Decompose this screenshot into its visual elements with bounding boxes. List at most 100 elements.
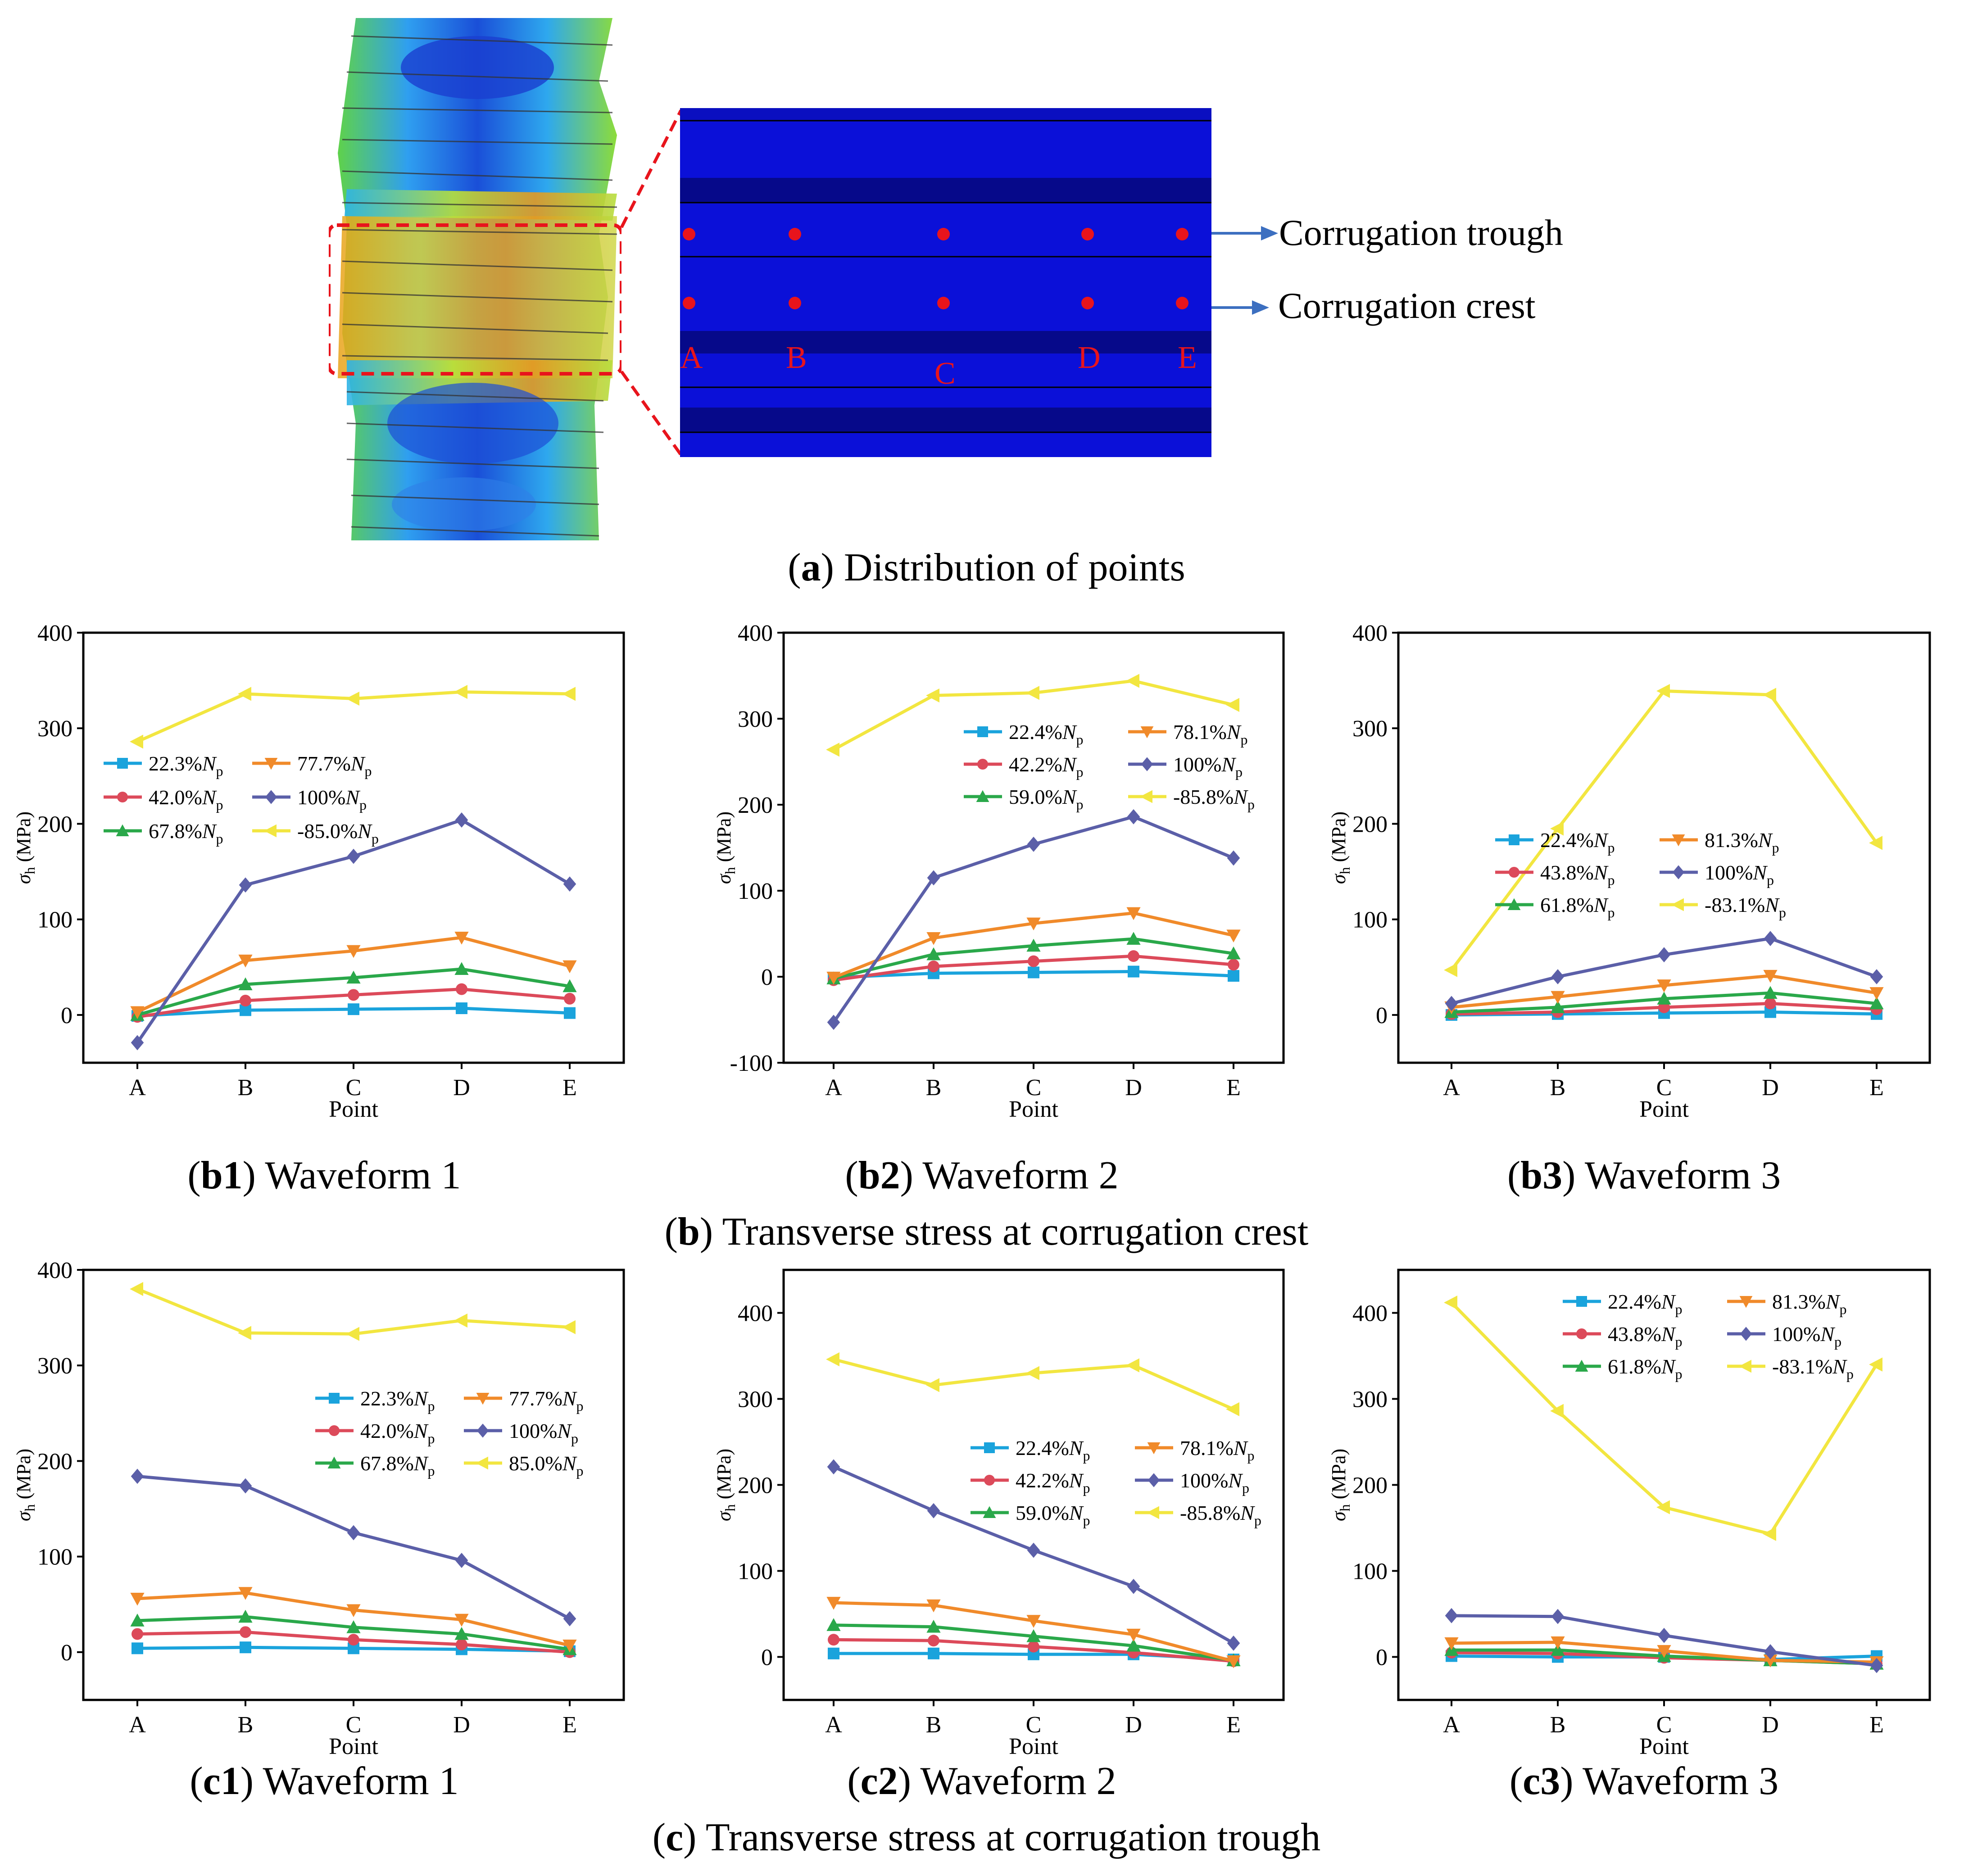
legend-label: 22.4%Np bbox=[1009, 720, 1084, 748]
x-tick-label: C bbox=[1656, 1712, 1672, 1738]
y-axis-label: σh (MPa) bbox=[713, 811, 738, 884]
x-tick-label: A bbox=[129, 1712, 146, 1738]
data-point bbox=[563, 1611, 576, 1627]
data-point bbox=[239, 1478, 252, 1494]
series-3 bbox=[130, 931, 577, 1020]
x-tick-label: A bbox=[1443, 1712, 1460, 1738]
legend-label: -83.1%Np bbox=[1705, 893, 1786, 920]
data-point bbox=[476, 1423, 489, 1438]
data-point bbox=[983, 1506, 996, 1518]
legend-label: 81.3%Np bbox=[1772, 1290, 1847, 1317]
data-point bbox=[348, 1634, 359, 1646]
x-tick-label: E bbox=[562, 1075, 577, 1101]
data-point bbox=[346, 1327, 359, 1341]
data-point bbox=[346, 1604, 361, 1618]
data-point bbox=[562, 687, 576, 701]
y-tick-label: 0 bbox=[61, 1640, 73, 1666]
x-tick-label: B bbox=[238, 1712, 254, 1738]
data-point bbox=[1551, 1636, 1565, 1649]
data-point bbox=[238, 1609, 253, 1623]
caption-c: (c) Transverse stress at corrugation tro… bbox=[652, 1816, 1321, 1859]
x-tick-label: E bbox=[1226, 1712, 1241, 1738]
trough-point-dot bbox=[1176, 228, 1188, 240]
legend-label: -85.0%Np bbox=[297, 820, 379, 847]
series-line bbox=[1450, 689, 1878, 971]
x-tick-label: E bbox=[1226, 1075, 1241, 1101]
point-label-e: E bbox=[1178, 340, 1197, 375]
x-axis-label: Point bbox=[1009, 1097, 1058, 1122]
data-point bbox=[1027, 1542, 1040, 1558]
caption-b2: (b2) Waveform 2 bbox=[845, 1154, 1119, 1197]
legend-label: 100%Np bbox=[297, 786, 367, 813]
series-2 bbox=[130, 962, 577, 1021]
data-point bbox=[564, 992, 576, 1005]
data-point bbox=[1226, 1402, 1239, 1417]
chart-b2-waveform2-crest: -100 0 100 200 300 400 A B C D E Point σh (MPa) 22.4%… bbox=[713, 621, 1285, 1122]
legend-label: 67.8%Np bbox=[360, 1452, 435, 1479]
data-point bbox=[1657, 1645, 1671, 1658]
data-point bbox=[1551, 969, 1565, 984]
series-2 bbox=[826, 1618, 1241, 1667]
legend-label: 22.3%Np bbox=[360, 1387, 435, 1414]
crest-point-dot bbox=[1081, 297, 1094, 309]
data-point bbox=[238, 954, 253, 968]
chart-c1-waveform1-trough: 0 100 200 300 400 A B C D E Point σh (MPa) 22.3%Np 77… bbox=[13, 1258, 625, 1759]
caption-c3: (c3) Waveform 3 bbox=[1509, 1759, 1779, 1803]
data-point bbox=[1128, 950, 1139, 962]
data-point bbox=[828, 1634, 839, 1646]
data-point bbox=[117, 758, 128, 769]
data-point bbox=[1028, 955, 1039, 967]
data-point bbox=[264, 824, 277, 838]
legend-label: -83.1%Np bbox=[1772, 1355, 1854, 1382]
y-tick-label: 400 bbox=[738, 1301, 773, 1327]
data-point bbox=[346, 970, 361, 984]
data-point bbox=[1026, 917, 1041, 931]
data-point bbox=[926, 1378, 939, 1392]
data-point bbox=[1028, 966, 1039, 979]
data-point bbox=[1656, 684, 1670, 698]
data-point bbox=[562, 1640, 577, 1653]
data-point bbox=[1739, 1359, 1751, 1373]
y-axis-label: σh (MPa) bbox=[13, 1449, 38, 1521]
legend-label: 22.4%Np bbox=[1016, 1436, 1090, 1464]
y-tick-label: 300 bbox=[37, 1353, 73, 1379]
y-tick-label: 0 bbox=[761, 965, 773, 990]
y-tick-label: 300 bbox=[1352, 716, 1388, 742]
data-point bbox=[1126, 674, 1139, 688]
y-tick-label: 300 bbox=[738, 707, 773, 732]
y-tick-label: 300 bbox=[1352, 1387, 1388, 1413]
data-point bbox=[1870, 969, 1883, 984]
point-label-a: A bbox=[680, 340, 703, 375]
y-tick-label: 100 bbox=[1352, 1559, 1388, 1585]
x-tick-label: D bbox=[1762, 1075, 1779, 1101]
data-point bbox=[346, 1620, 361, 1633]
legend-label: 43.8%Np bbox=[1608, 1323, 1683, 1350]
trough-point-dot bbox=[1081, 228, 1094, 240]
zoomed-section bbox=[680, 108, 1211, 457]
data-point bbox=[1763, 986, 1778, 999]
data-point bbox=[1551, 1609, 1565, 1624]
data-point bbox=[476, 1456, 488, 1470]
chart-c2-waveform2-trough: 0 100 200 300 400 A B C D E Point σh (MPa) 22.4%Np 78… bbox=[713, 1269, 1285, 1759]
data-point bbox=[1869, 996, 1884, 1010]
data-point bbox=[1227, 850, 1240, 866]
data-point bbox=[454, 1613, 469, 1627]
data-point bbox=[926, 947, 941, 961]
caption-c2: (c2) Waveform 2 bbox=[847, 1759, 1116, 1803]
data-point bbox=[1027, 836, 1040, 852]
data-point bbox=[1509, 867, 1519, 878]
legend: 22.3%Np 77.7%Np 42.0%Np 100%Np 67.8%Np 85.0%N… bbox=[315, 1387, 584, 1479]
x-tick-label: C bbox=[1026, 1712, 1042, 1738]
chart-c3-waveform3-trough: 0 100 200 300 400 A B C D E Point σh (MPa) 22.4%Np 81… bbox=[1328, 1269, 1931, 1759]
y-axis-label: σh (MPa) bbox=[1328, 811, 1353, 884]
data-point bbox=[1026, 1615, 1041, 1628]
x-tick-label: D bbox=[453, 1075, 470, 1101]
series-5 bbox=[1444, 1295, 1882, 1541]
caption-b3: (b3) Waveform 3 bbox=[1507, 1154, 1781, 1197]
data-point bbox=[1575, 1359, 1588, 1372]
data-point bbox=[1764, 1644, 1777, 1659]
series-5 bbox=[826, 1352, 1239, 1417]
series-line bbox=[137, 1474, 571, 1620]
data-point bbox=[928, 961, 939, 973]
legend-label: 42.0%Np bbox=[360, 1419, 435, 1446]
